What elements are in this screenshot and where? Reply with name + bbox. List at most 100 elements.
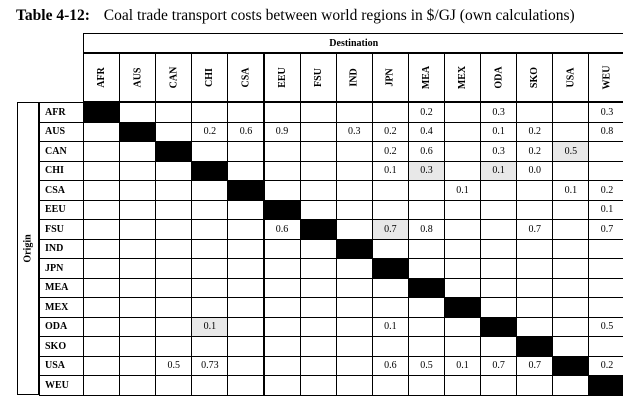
row-label-usa: USA xyxy=(39,355,84,376)
table-cell xyxy=(407,238,445,259)
table-cell xyxy=(191,375,229,396)
table-cell: 0.7 xyxy=(516,355,554,376)
column-header-weu: WEU xyxy=(588,53,623,102)
column-header-sko: SKO xyxy=(516,53,554,102)
table-cell xyxy=(191,258,229,279)
diagonal-cell xyxy=(335,238,373,259)
column-header-label: WEU xyxy=(601,65,613,90)
table-cell: 0.6 xyxy=(407,141,445,162)
table-cell xyxy=(480,297,518,318)
diagonal-cell xyxy=(552,355,590,376)
table-cell: 0.3 xyxy=(335,121,373,142)
table-cell xyxy=(335,277,373,298)
table-cell xyxy=(588,141,623,162)
diagonal-cell xyxy=(263,199,301,220)
table-cell xyxy=(191,277,229,298)
diagonal-cell xyxy=(444,297,482,318)
table-cell: 0.2 xyxy=(588,180,623,201)
column-header-label: FSU xyxy=(312,68,324,87)
column-header-mex: MEX xyxy=(444,53,482,102)
table-cell xyxy=(119,219,157,240)
table-cell xyxy=(299,199,337,220)
table-cell xyxy=(119,102,157,123)
diagonal-cell xyxy=(371,258,409,279)
table-cell xyxy=(516,258,554,279)
table-cell xyxy=(119,180,157,201)
table-cell: 0.0 xyxy=(516,160,554,181)
table-cell: 0.5 xyxy=(155,355,193,376)
table-cell: 0.2 xyxy=(371,141,409,162)
column-header-usa: USA xyxy=(552,53,590,102)
table-cell: 0.5 xyxy=(588,316,623,337)
table-cell xyxy=(516,102,554,123)
table-cell xyxy=(155,297,193,318)
column-header-csa: CSA xyxy=(227,53,265,102)
table-cell xyxy=(119,238,157,259)
column-header-label: JPN xyxy=(384,68,396,87)
table-cell xyxy=(588,336,623,357)
table-cell xyxy=(191,297,229,318)
column-header-label: CSA xyxy=(240,67,252,88)
table-cell xyxy=(371,297,409,318)
table-cell xyxy=(83,199,121,220)
table-cell xyxy=(299,277,337,298)
table-cell xyxy=(335,316,373,337)
table-cell xyxy=(227,141,265,162)
table-cell xyxy=(227,238,265,259)
origin-header: Origin xyxy=(17,102,39,395)
table-cell xyxy=(119,355,157,376)
table-cell xyxy=(552,277,590,298)
table-cell xyxy=(155,121,193,142)
table-cell xyxy=(299,336,337,357)
column-header-label: USA xyxy=(565,67,577,88)
destination-header: Destination xyxy=(83,33,623,53)
table-cell xyxy=(263,180,301,201)
table-cell xyxy=(83,160,121,181)
column-header-oda: ODA xyxy=(480,53,518,102)
table-cell xyxy=(227,316,265,337)
table-cell xyxy=(83,219,121,240)
table-cell xyxy=(444,258,482,279)
table-cell: 0.4 xyxy=(407,121,445,142)
column-header-label: EEU xyxy=(276,67,288,88)
column-header-label: AUS xyxy=(132,67,144,88)
table-cell: 0.9 xyxy=(263,121,301,142)
table-cell xyxy=(155,238,193,259)
table-cell: 0.7 xyxy=(480,355,518,376)
table-cell xyxy=(444,160,482,181)
table-cell xyxy=(480,180,518,201)
table-cell: 0.1 xyxy=(371,316,409,337)
table-caption-label: Table 4-12: xyxy=(16,7,90,24)
column-header-label: SKO xyxy=(529,66,541,89)
table-cell xyxy=(335,141,373,162)
table-cell xyxy=(119,160,157,181)
diagonal-cell xyxy=(480,316,518,337)
table-cell xyxy=(191,141,229,162)
table-cell xyxy=(155,258,193,279)
table-cell xyxy=(119,336,157,357)
column-header-label: MEA xyxy=(420,65,432,90)
table-cell xyxy=(335,258,373,279)
table-cell: 0.3 xyxy=(588,102,623,123)
table-cell xyxy=(83,180,121,201)
row-label-weu: WEU xyxy=(39,375,84,396)
table-cell xyxy=(191,180,229,201)
table-cell xyxy=(263,375,301,396)
table-cell xyxy=(407,316,445,337)
diagonal-cell xyxy=(119,121,157,142)
table-cell xyxy=(119,199,157,220)
table-cell: 0.8 xyxy=(407,219,445,240)
table-cell xyxy=(480,277,518,298)
table-cell xyxy=(83,258,121,279)
table-cell: 0.7 xyxy=(516,219,554,240)
table-cell xyxy=(299,375,337,396)
table-cell xyxy=(371,180,409,201)
table-cell xyxy=(227,102,265,123)
table-cell: 0.2 xyxy=(191,121,229,142)
table-cell xyxy=(191,219,229,240)
table-cell: 0.1 xyxy=(552,180,590,201)
row-label-aus: AUS xyxy=(39,121,84,142)
table-cell xyxy=(263,355,301,376)
column-header-afr: AFR xyxy=(83,53,121,102)
